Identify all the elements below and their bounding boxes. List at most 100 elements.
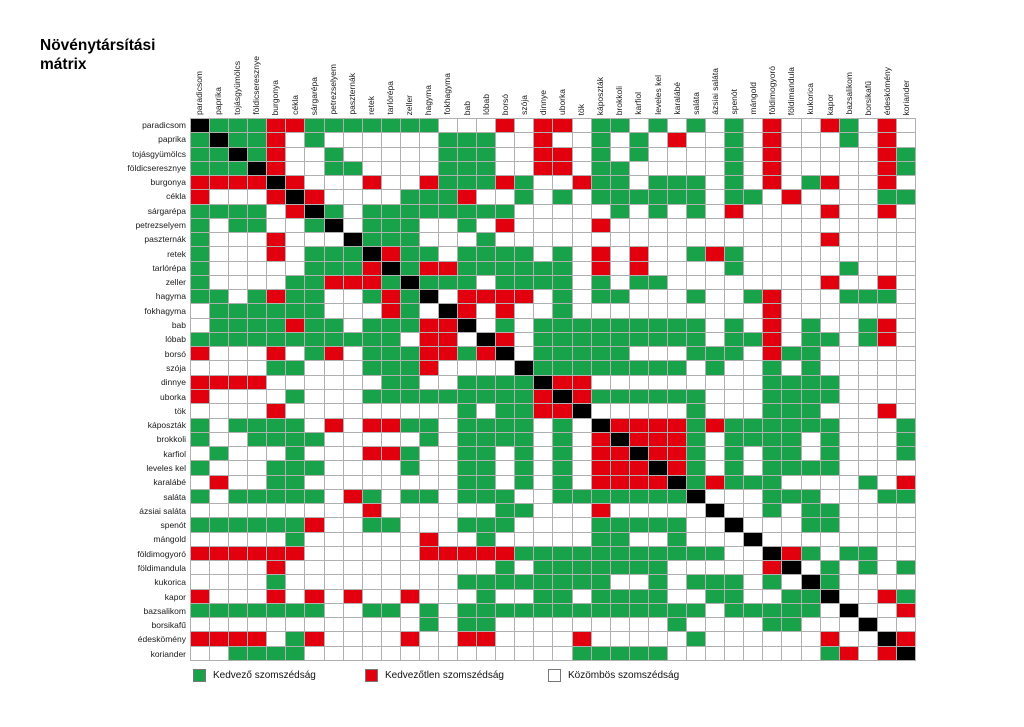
matrix-cell: [229, 475, 249, 490]
matrix-cell: [820, 546, 840, 562]
matrix-cell: [896, 575, 916, 590]
matrix-cell: [362, 375, 382, 390]
matrix-cell: [324, 247, 344, 262]
matrix-cell: [687, 432, 707, 448]
matrix-cell: [877, 546, 897, 562]
matrix-cell: [610, 404, 630, 419]
matrix-cell: [896, 361, 916, 376]
matrix-cell: [667, 361, 688, 376]
matrix-cell: [343, 461, 363, 476]
matrix-cell: [210, 290, 230, 305]
matrix-cell: [305, 147, 325, 162]
matrix-cell: [572, 247, 592, 262]
matrix-cell: [782, 247, 802, 262]
row-label-fokhagyma: fokhagyma: [144, 305, 186, 316]
row-label-leveles-kel: leveles kel: [146, 462, 186, 473]
matrix-cell: [381, 304, 401, 319]
matrix-cell: [229, 603, 249, 619]
matrix-cell: [591, 589, 611, 604]
matrix-cell: [896, 546, 916, 562]
column-header-label: hagyma: [423, 84, 434, 115]
matrix-cell: [343, 275, 363, 291]
matrix-cell: [629, 233, 649, 248]
matrix-cell: [782, 147, 802, 162]
matrix-cell: [400, 475, 420, 490]
matrix-cell: [439, 375, 459, 390]
column-header-lóbab: lóbab: [477, 30, 496, 115]
matrix-cell: [229, 261, 249, 276]
matrix-cell: [439, 418, 459, 433]
matrix-cell: [648, 161, 668, 177]
matrix-cell: [496, 475, 516, 490]
matrix-cell: [248, 447, 268, 462]
column-header-petrezselyem: petrezselyem: [324, 30, 343, 115]
matrix-cell: [496, 133, 516, 148]
matrix-cell: [896, 404, 916, 419]
matrix-cell: [706, 504, 726, 519]
matrix-cell: [458, 389, 478, 405]
column-header-label: földimogyoró: [767, 66, 778, 115]
matrix-cell: [725, 233, 745, 248]
matrix-cell: [477, 361, 497, 376]
matrix-cell: [610, 389, 630, 405]
matrix-cell: [439, 461, 459, 476]
matrix-cell: [267, 546, 287, 562]
matrix-cell: [362, 504, 382, 519]
matrix-cell: [496, 546, 516, 562]
matrix-cell: [458, 318, 478, 333]
matrix-cell: [858, 318, 878, 333]
legend-swatch-unfavorable: [365, 669, 378, 682]
legend-label: Kedvező szomszédság: [213, 670, 316, 681]
matrix-cell: [439, 546, 459, 562]
matrix-cell: [839, 161, 859, 177]
matrix-cell: [305, 133, 325, 148]
matrix-cell: [477, 618, 497, 633]
matrix-cell: [839, 646, 859, 661]
row-label-földimogyoró: földimogyoró: [137, 548, 186, 559]
matrix-cell: [419, 218, 440, 234]
matrix-cell: [286, 204, 306, 219]
matrix-cell: [400, 418, 420, 433]
matrix-cell: [648, 561, 668, 576]
matrix-cell: [782, 404, 802, 419]
matrix-cell: [534, 190, 554, 205]
matrix-cell: [400, 432, 420, 448]
matrix-cell: [210, 176, 230, 191]
matrix-cell: [763, 218, 783, 234]
matrix-cell: [362, 290, 382, 305]
matrix-cell: [763, 332, 783, 348]
matrix-cell: [896, 147, 916, 162]
row-label-karalábé: karalábé: [153, 477, 186, 488]
matrix-cell: [782, 119, 802, 134]
matrix-cell: [362, 389, 382, 405]
matrix-cell: [687, 389, 707, 405]
matrix-cell: [210, 603, 230, 619]
matrix-cell: [687, 603, 707, 619]
matrix-cell: [725, 589, 745, 604]
matrix-cell: [706, 603, 726, 619]
matrix-cell: [439, 361, 459, 376]
matrix-cell: [667, 632, 688, 647]
matrix-cell: [858, 133, 878, 148]
matrix-cell: [419, 304, 440, 319]
matrix-cell: [629, 603, 649, 619]
matrix-cell: [210, 361, 230, 376]
matrix-cell: [706, 518, 726, 533]
matrix-cell: [229, 290, 249, 305]
matrix-cell: [572, 418, 592, 433]
matrix-cell: [419, 375, 440, 390]
matrix-cell: [687, 290, 707, 305]
matrix-cell: [477, 176, 497, 191]
matrix-cell: [248, 618, 268, 633]
matrix-cell: [820, 589, 840, 604]
matrix-cell: [458, 447, 478, 462]
matrix-cell: [286, 475, 306, 490]
matrix-cell: [343, 518, 363, 533]
matrix-cell: [763, 261, 783, 276]
matrix-cell: [362, 546, 382, 562]
matrix-cell: [343, 119, 363, 134]
matrix-cell: [591, 304, 611, 319]
matrix-cell: [496, 532, 516, 547]
matrix-cell: [896, 389, 916, 405]
matrix-cell: [477, 133, 497, 148]
